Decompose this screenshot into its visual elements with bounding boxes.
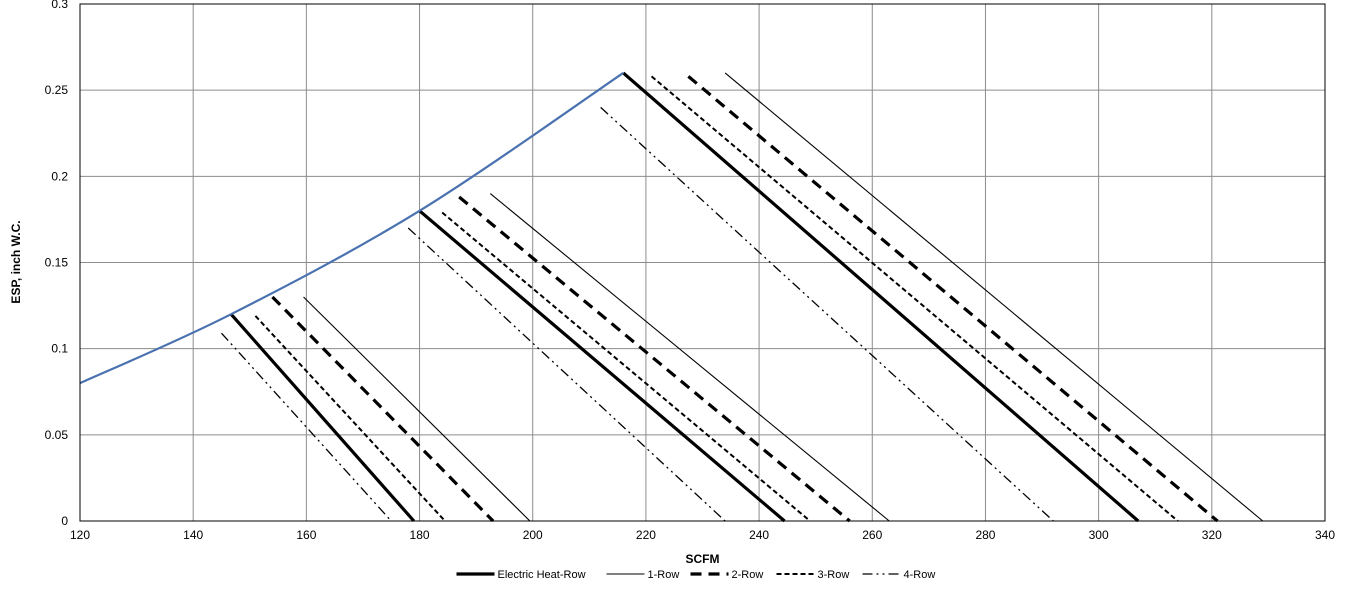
envelope-layer bbox=[79, 72, 624, 385]
x-tick-label: 280 bbox=[975, 528, 995, 542]
legend-label-3-row: 3-Row bbox=[818, 569, 850, 581]
series-line-2-row-3 bbox=[687, 75, 1219, 523]
series-line-electric-heat-row-1 bbox=[229, 313, 416, 523]
legend: Electric Heat-Row 1-Row 2-Row 3-Row 4-Row bbox=[456, 569, 936, 581]
series-layer bbox=[220, 71, 1264, 523]
x-tick-label: 260 bbox=[862, 528, 882, 542]
y-axis-title: ESP, inch W.C. bbox=[9, 220, 23, 303]
y-tick-label: 0 bbox=[61, 514, 68, 528]
series-line-4-row-2 bbox=[407, 227, 726, 522]
grid-layer bbox=[79, 3, 1326, 522]
legend-label-2-row: 2-Row bbox=[732, 569, 764, 581]
series-line-3-row-1 bbox=[254, 315, 446, 522]
series-line-electric-heat-row-2 bbox=[418, 209, 786, 523]
y-tick-label: 0.1 bbox=[51, 342, 68, 356]
x-tick-label: 320 bbox=[1202, 528, 1222, 542]
y-tick-labels: 0 0.05 0.1 0.15 0.2 0.25 0.3 bbox=[45, 0, 69, 528]
legend-label-4-row: 4-Row bbox=[904, 569, 936, 581]
series-line-3-row-2 bbox=[441, 211, 811, 522]
x-tick-label: 160 bbox=[296, 528, 316, 542]
x-tick-label: 220 bbox=[636, 528, 656, 542]
series-line-2-row-1 bbox=[271, 295, 495, 523]
x-tick-label: 200 bbox=[523, 528, 543, 542]
series-line-4-row-1 bbox=[220, 332, 392, 522]
plot-border bbox=[79, 3, 1326, 522]
series-line-1-row-2 bbox=[489, 193, 890, 522]
x-axis-title: SCFM bbox=[686, 552, 720, 566]
x-tick-label: 180 bbox=[410, 528, 430, 542]
legend-label-1-row: 1-Row bbox=[648, 569, 680, 581]
legend-label-electric-heat-row: Electric Heat-Row bbox=[498, 569, 586, 581]
y-tick-label: 0.25 bbox=[45, 83, 69, 97]
y-tick-label: 0.15 bbox=[45, 256, 69, 270]
x-tick-label: 340 bbox=[1315, 528, 1335, 542]
y-tick-label: 0.2 bbox=[51, 169, 68, 183]
envelope-curve bbox=[79, 72, 624, 385]
series-line-1-row-3 bbox=[724, 72, 1264, 522]
y-tick-label: 0.3 bbox=[51, 0, 68, 11]
x-tick-label: 120 bbox=[70, 528, 90, 542]
series-line-4-row-3 bbox=[600, 106, 1054, 522]
x-tick-label: 140 bbox=[183, 528, 203, 542]
x-tick-label: 300 bbox=[1089, 528, 1109, 542]
series-line-3-row-3 bbox=[650, 75, 1179, 522]
x-tick-label: 240 bbox=[749, 528, 769, 542]
series-line-electric-heat-row-3 bbox=[622, 71, 1140, 523]
series-line-2-row-2 bbox=[458, 195, 851, 523]
x-tick-labels: 120 140 160 180 200 220 240 260 280 300 320 340 bbox=[70, 528, 1335, 542]
y-tick-label: 0.05 bbox=[45, 428, 69, 442]
series-line-1-row-1 bbox=[303, 296, 531, 522]
